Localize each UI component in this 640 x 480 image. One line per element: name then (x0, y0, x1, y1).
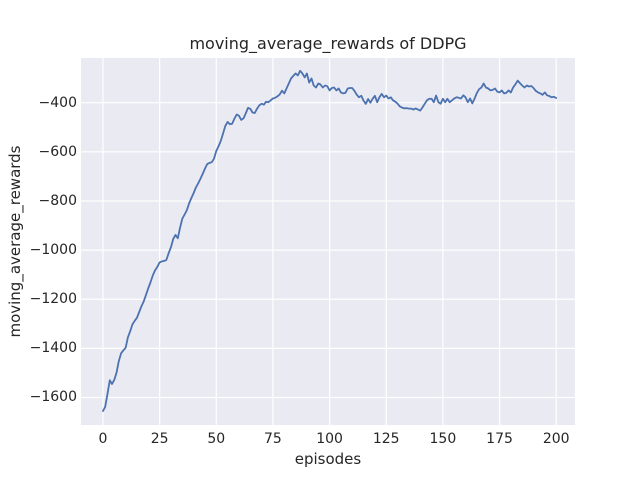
plot-area (81, 58, 575, 425)
x-tick-label: 0 (98, 431, 108, 447)
y-tick-label: −1000 (29, 242, 77, 259)
y-tick-label: −1600 (29, 389, 77, 406)
x-tick-label: 75 (264, 431, 282, 447)
y-tick-label: −1200 (29, 291, 77, 308)
x-axis-tick-labels: 0 25 50 75 100 125 150 175 200 (81, 431, 575, 449)
x-tick-label: 175 (486, 431, 513, 447)
x-tick-label: 25 (150, 431, 169, 447)
x-tick-label: 100 (316, 431, 343, 447)
x-axis-label: episodes (294, 450, 362, 468)
x-tick-label: 125 (372, 431, 400, 447)
x-tick-label: 200 (542, 431, 570, 447)
y-axis-tick-labels: −400 −600 −800 −1000 −1200 −1400 −1600 (0, 58, 77, 425)
chart-canvas (81, 58, 575, 425)
y-tick-label: −800 (38, 192, 77, 209)
y-axis-label: moving_average_rewards (6, 145, 24, 338)
y-tick-label: −600 (38, 143, 77, 160)
x-tick-label: 50 (207, 431, 226, 447)
chart-title: moving_average_rewards of DDPG (189, 34, 467, 53)
y-tick-label: −400 (38, 94, 77, 111)
x-tick-label: 150 (429, 431, 457, 447)
series-line-ddpg (102, 69, 558, 412)
y-tick-label: −1400 (29, 340, 77, 357)
